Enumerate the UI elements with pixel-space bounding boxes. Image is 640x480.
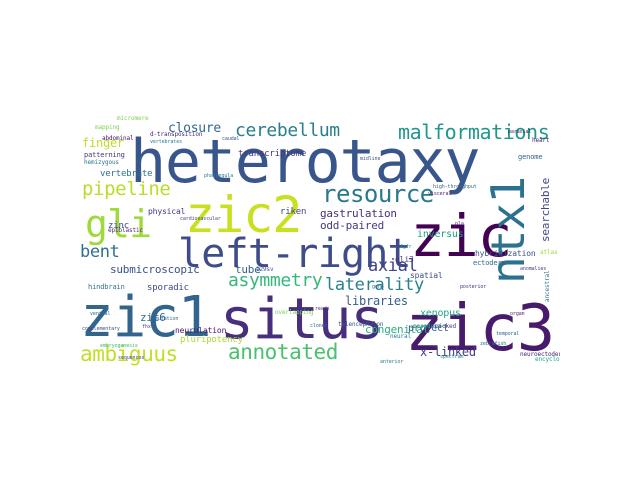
word-neurulation: neurulation	[175, 326, 227, 335]
word-zic2: zic2	[185, 186, 302, 244]
word-fhx: fhx	[142, 324, 151, 330]
word-ectoderm: ectoderm	[473, 259, 506, 267]
word-mutation: mutation	[155, 316, 179, 322]
word-zic1: zic1	[80, 285, 212, 350]
word-neuroectoderm: neuroectoderm	[520, 351, 560, 358]
word-cloud: heterotaxy zic2 gli left-right zic ntx1 …	[80, 112, 560, 367]
word-malformations: malformations	[398, 120, 550, 144]
word-finger: finger	[82, 136, 124, 150]
word-submicroscopic: submicroscopic	[110, 263, 200, 276]
word-neural: neural	[390, 333, 411, 340]
word-sequences: sequences	[118, 355, 145, 361]
word-anterior: anterior	[380, 359, 404, 365]
word-tube: tube	[235, 263, 261, 276]
word-visceral: visceral	[428, 191, 452, 197]
word-mesoderm: mesoderm	[413, 323, 441, 330]
word-congenital: congenital	[365, 323, 430, 336]
word-organ: organ	[510, 311, 525, 317]
word-zic3: zic3	[405, 292, 555, 366]
word-spatial: spatial	[410, 271, 443, 280]
word-heterotaxy: heterotaxy	[130, 127, 480, 197]
word-midline: midline	[360, 156, 381, 162]
word-riken: riken	[280, 207, 307, 217]
word-embryogenesis: embryogenesis	[100, 343, 138, 349]
word-project: project	[408, 323, 449, 334]
word-129sv: 129sv	[256, 266, 274, 273]
word-ambiguus: ambiguus	[80, 342, 178, 366]
word-fgfr: fgfr	[400, 244, 412, 250]
word-cardiovascular: cardiovascular	[180, 216, 221, 222]
word-closure: closure	[168, 121, 221, 136]
word-telencephalon: telencephalon	[338, 321, 384, 328]
word-picked: picked	[435, 323, 456, 330]
word-cerebellum: cerebellum	[235, 120, 340, 141]
word-axial: axial	[368, 256, 418, 276]
word-asymmetry: asymmetry	[228, 270, 323, 291]
word-bent: bent	[80, 242, 120, 262]
word-zebrafish: zebrafish	[480, 341, 507, 347]
word-genome: genome	[518, 153, 543, 161]
word-xenopus: xenopus	[420, 308, 461, 319]
word-gli: gli	[85, 202, 152, 246]
word-libraries: libraries	[345, 294, 408, 308]
word-x-linked: x-linked	[420, 345, 476, 359]
word-vertebrates: vertebrates	[150, 139, 183, 145]
word-overlapping: overlapping	[275, 309, 314, 316]
word-laterality: laterality	[325, 275, 424, 295]
word-gli3: gli3	[395, 255, 414, 264]
word-hindbrain: hindbrain	[88, 283, 125, 291]
word-heart: heart	[532, 137, 550, 144]
word-complementary: complementary	[82, 326, 120, 332]
word-zic: zic	[410, 202, 512, 270]
word-transcriptome: transcriptome	[238, 149, 307, 159]
word-zinc: zinc	[108, 221, 129, 231]
word-micromere: micromere	[117, 115, 149, 122]
word-posterior: posterior	[460, 284, 487, 290]
word-sporadic: sporadic	[147, 283, 189, 293]
word-paraxial: paraxial	[508, 129, 532, 135]
word-anomalies: anomalies	[520, 266, 547, 272]
word-reads: reads	[315, 306, 330, 312]
word-zic6: zic6	[140, 311, 166, 324]
word-left-right: left-right	[178, 231, 412, 277]
word-patterning: patterning	[84, 151, 125, 159]
word-gastrulation: gastrulation	[320, 207, 397, 220]
word-atlas: atlas	[540, 249, 558, 256]
word-vertebrate: vertebrate	[100, 169, 153, 179]
word-ancestral: ancestral	[544, 270, 551, 302]
word-situs: situs	[220, 287, 384, 352]
word-d-transposition: d-transposition	[150, 131, 203, 138]
word-pipeline: pipeline	[82, 178, 171, 200]
word-clones: clones	[310, 323, 328, 329]
word-pluripotency: pluripotency	[180, 335, 243, 345]
word-odd-paired: odd-paired	[320, 219, 385, 232]
word-pla: pla	[455, 221, 464, 227]
word-gene: gene	[372, 284, 384, 290]
word-searchable: searchable	[539, 177, 552, 242]
word-ventral: ventral	[90, 311, 111, 317]
word-annotated: annotated	[228, 340, 339, 364]
word-mapping: mapping	[95, 124, 120, 131]
word-spectrum: spectrum	[440, 354, 464, 360]
word-epiblastic: epiblastic	[108, 227, 143, 234]
word-temporal: temporal	[496, 331, 520, 337]
word-high-throughput: high-throughput	[433, 184, 477, 190]
word-hemizygous: hemizygous	[84, 159, 119, 166]
word-physical: physical	[148, 207, 186, 216]
word-encyclopedia: encyclopedia	[535, 356, 560, 363]
word-caudal: caudal	[222, 136, 240, 142]
word-inversus: inversus	[417, 229, 464, 240]
word-resource: resource	[322, 180, 434, 208]
word-pharyngula: pharyngula	[204, 173, 234, 179]
word-hybridization: hybridization	[475, 249, 536, 258]
word-abdominal: abdominal	[102, 135, 134, 142]
